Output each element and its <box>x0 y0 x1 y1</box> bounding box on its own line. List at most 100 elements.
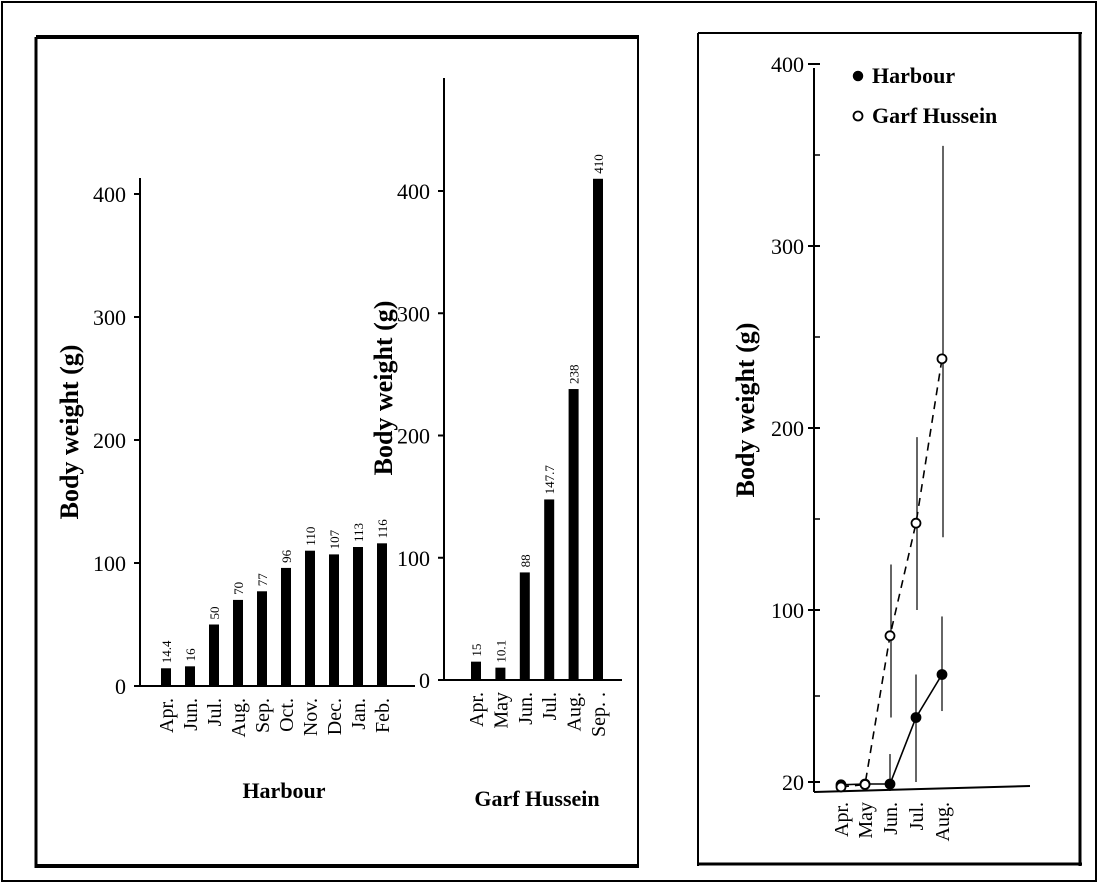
line-chart-y-axis-title: Body weight (g) <box>731 323 760 498</box>
data-point <box>884 630 896 642</box>
category-label: Sep. <box>252 698 274 733</box>
category-label: Jun. <box>180 698 202 731</box>
harbour-bars <box>161 543 387 686</box>
category-label: Dec. <box>324 698 346 735</box>
category-label: May <box>490 692 512 729</box>
y-tick-label: 400 <box>93 182 126 207</box>
garf-category-labels: Apr. May Jun. Jul. Aug. Sep. . <box>466 692 610 737</box>
data-point <box>936 669 948 680</box>
bar <box>353 547 363 686</box>
y-tick-label: 0 <box>419 668 430 693</box>
bar <box>209 624 219 686</box>
garf-group-title: Garf Hussein <box>474 786 599 811</box>
bar-value-label: 113 <box>351 523 366 542</box>
category-label: Jun. <box>515 692 537 725</box>
bar-value-label: 116 <box>375 519 390 539</box>
y-tick-label: 300 <box>771 234 804 259</box>
left-panel-frame <box>34 35 639 868</box>
bar <box>305 550 315 686</box>
bar <box>593 178 603 680</box>
line-chart-category-labels: Apr. May Jun. Jul. Aug. <box>831 802 954 841</box>
bar <box>161 668 171 686</box>
y-tick-label: 100 <box>93 551 126 576</box>
garf-bars <box>471 178 603 680</box>
category-label: Oct. <box>276 698 298 732</box>
garf-value-labels: 15 10.1 88 147.7 238 410 <box>469 154 606 662</box>
bar-value-label: 107 <box>327 529 342 549</box>
y-tick-label: 300 <box>93 305 126 330</box>
line-chart-points <box>835 353 948 793</box>
bar <box>495 667 506 680</box>
bar-value-label: 16 <box>183 648 198 662</box>
y-tick-label: 100 <box>771 598 804 623</box>
category-label: Jun. <box>880 802 902 835</box>
line-chart-error-bars <box>865 145 944 791</box>
harbour-y-axis-title: Body weight (g) <box>55 345 84 520</box>
data-point <box>884 778 896 790</box>
bar <box>519 572 530 680</box>
bar-value-label: 147.7 <box>542 465 557 495</box>
bar-value-label: 238 <box>567 365 582 385</box>
line-chart-y-ticks: 20 100 200 300 400 <box>771 52 820 795</box>
category-label: Jul. <box>906 802 928 830</box>
data-point <box>835 781 847 793</box>
y-tick-label: 20 <box>782 770 804 795</box>
bar <box>257 591 267 686</box>
data-point <box>910 517 922 529</box>
line-chart-legend: Harbour Garf Hussein <box>852 63 997 128</box>
y-tick-label: 400 <box>397 179 430 204</box>
y-tick-label: 100 <box>397 546 430 571</box>
bar-value-label: 14.4 <box>159 640 174 663</box>
category-label: Feb. <box>372 698 394 733</box>
garf-y-ticks: 0 100 200 300 400 <box>397 179 444 693</box>
category-label: Apr. <box>466 692 488 727</box>
category-label: Jul. <box>539 692 561 720</box>
bar-value-label: 70 <box>231 582 246 595</box>
legend-marker-harbour <box>852 70 864 82</box>
category-label: Apr. <box>831 802 853 837</box>
harbour-group-title: Harbour <box>242 778 325 803</box>
category-label: Nov. <box>300 698 322 736</box>
harbour-value-labels: 14.4 16 50 70 77 96 110 107 113 116 <box>159 519 390 663</box>
bar <box>281 567 291 686</box>
bar <box>377 543 387 686</box>
line-chart-x-axis <box>813 785 1031 793</box>
garf-hussein-bar-chart: 0 100 200 300 400 15 10.1 88 147.7 238 410 Apr. Ma… <box>369 78 622 811</box>
y-tick-label: 200 <box>771 416 804 441</box>
bar <box>329 554 339 686</box>
bar-value-label: 410 <box>591 154 606 174</box>
legend-label-garf-hussein: Garf Hussein <box>872 103 997 128</box>
bar <box>471 661 481 680</box>
category-label: Aug. <box>228 698 250 737</box>
bar-value-label: 110 <box>303 527 318 546</box>
bar <box>544 499 555 680</box>
category-label: Sep. . <box>588 692 610 737</box>
body-weight-line-chart: 20 100 200 300 400 Apr. May Jun. Jul. Aug. Body … <box>731 52 1031 841</box>
data-point <box>910 712 922 723</box>
category-label: May <box>855 802 877 839</box>
data-point <box>859 779 871 790</box>
bar <box>568 389 579 680</box>
bar <box>185 666 195 686</box>
legend-marker-garf-hussein <box>852 110 864 122</box>
bar-value-label: 15 <box>469 644 484 657</box>
bar-value-label: 50 <box>207 607 222 620</box>
data-point <box>936 353 948 365</box>
category-label: Aug. <box>564 692 586 731</box>
category-label: Apr. <box>156 698 178 733</box>
right-panel-frame <box>697 32 1082 866</box>
category-label: Jan. <box>348 698 370 730</box>
y-tick-label: 0 <box>115 674 126 699</box>
harbour-bar-chart: 0 100 200 300 400 14.4 16 50 70 77 96 110 107 113 116… <box>55 178 415 803</box>
bar-value-label: 10.1 <box>493 640 508 663</box>
harbour-y-ticks: 0 100 200 300 400 <box>93 182 140 699</box>
harbour-category-labels: Apr. Jun. Jul. Aug. Sep. Oct. Nov. Dec. Jan. Feb. <box>156 698 394 737</box>
bar-value-label: 96 <box>279 549 294 563</box>
bar <box>233 599 243 686</box>
y-tick-label: 400 <box>771 52 804 77</box>
category-label: Aug. <box>932 802 954 841</box>
category-label: Jul. <box>204 698 226 726</box>
y-tick-label: 300 <box>397 301 430 326</box>
